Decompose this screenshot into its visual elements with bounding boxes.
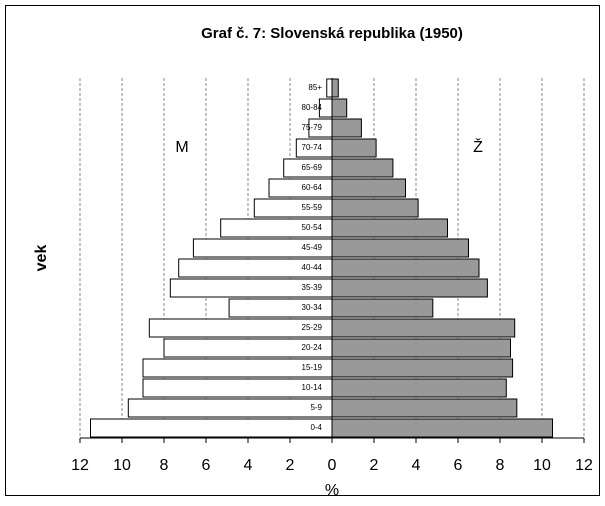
x-tick-label: 4 (412, 457, 421, 474)
category-label: 80-84 (302, 103, 323, 112)
bar (331, 178, 406, 198)
bar (326, 78, 333, 98)
bar (331, 418, 553, 438)
legend-label: Ž (473, 137, 483, 156)
category-label: 70-74 (302, 143, 323, 152)
x-tick-label: 12 (575, 457, 593, 474)
category-label: 45-49 (302, 243, 323, 252)
bar (331, 238, 469, 258)
bar (331, 338, 511, 358)
bar (331, 398, 518, 418)
category-label: 0-4 (310, 423, 322, 432)
category-label: 5-9 (310, 403, 322, 412)
x-tick-label: 6 (454, 457, 463, 474)
bar (331, 318, 516, 338)
y-axis-label: vek (33, 245, 50, 272)
bar (331, 278, 488, 298)
bar (331, 198, 419, 218)
category-label: 50-54 (302, 223, 323, 232)
x-axis-label: % (325, 482, 339, 499)
category-label: 20-24 (302, 343, 323, 352)
category-label: 40-44 (302, 263, 323, 272)
bar (331, 138, 377, 158)
x-tick-label: 12 (71, 457, 89, 474)
bar (331, 118, 362, 138)
bar (331, 218, 448, 238)
bar (90, 418, 333, 438)
category-label: 10-14 (302, 383, 323, 392)
bar (331, 378, 507, 398)
x-tick-label: 4 (244, 457, 253, 474)
x-tick-label: 10 (113, 457, 131, 474)
category-label: 75-79 (302, 123, 323, 132)
x-tick-label: 8 (496, 457, 505, 474)
x-tick-label: 2 (286, 457, 295, 474)
bar (127, 398, 333, 418)
category-label: 85+ (308, 83, 322, 92)
bar (331, 158, 394, 178)
bar (331, 258, 480, 278)
category-label: 55-59 (302, 203, 323, 212)
legend-label: M (175, 139, 188, 156)
category-label: 25-29 (302, 323, 323, 332)
category-label: 30-34 (302, 303, 323, 312)
chart-title: Graf č. 7: Slovenská republika (1950) (201, 25, 463, 42)
category-label: 15-19 (302, 363, 323, 372)
bar (268, 178, 333, 198)
category-label: 65-69 (302, 163, 323, 172)
bar (331, 98, 348, 118)
x-tick-label: 8 (160, 457, 169, 474)
x-tick-label: 6 (202, 457, 211, 474)
x-tick-label: 10 (533, 457, 551, 474)
category-label: 60-64 (302, 183, 323, 192)
bar (331, 358, 514, 378)
bar (331, 78, 339, 98)
x-tick-label: 0 (328, 457, 337, 474)
bar (331, 298, 434, 318)
x-tick-label: 2 (370, 457, 379, 474)
category-label: 35-39 (302, 283, 323, 292)
